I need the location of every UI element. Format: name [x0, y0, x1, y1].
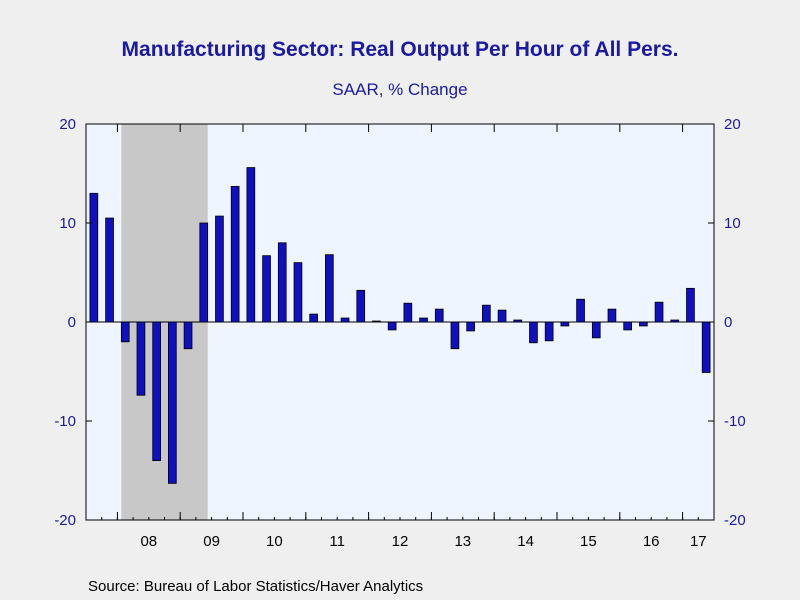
x-tick-label: 10 — [266, 533, 283, 550]
bar-2014Q4 — [544, 321, 554, 342]
bar-2007Q3 — [89, 192, 99, 323]
bar-2009Q4 — [230, 185, 240, 323]
bar-2015Q2 — [576, 298, 585, 323]
bar-2014Q3 — [529, 321, 538, 344]
bar-2009Q3 — [215, 215, 224, 323]
bar-2016Q1 — [623, 321, 632, 331]
x-tick-label: 13 — [454, 533, 471, 550]
bar-2011Q1 — [309, 313, 318, 323]
bar-2011Q2 — [325, 254, 334, 323]
bar-2010Q1 — [246, 167, 256, 323]
chart-subtitle: SAAR, % Change — [332, 80, 468, 99]
chart-title: Manufacturing Sector: Real Output Per Ho… — [121, 38, 679, 61]
y-tick-label-left: -10 — [54, 413, 76, 430]
bar-2009Q1 — [183, 321, 193, 350]
bar-2015Q4 — [607, 308, 617, 323]
y-tick-label-left: 20 — [59, 116, 76, 133]
y-tick-label-left: 0 — [68, 314, 76, 331]
bar-2011Q4 — [356, 289, 366, 323]
x-tick-label: 16 — [643, 533, 660, 550]
x-tick-label: 15 — [580, 533, 597, 550]
y-tick-label-right: 10 — [724, 215, 741, 232]
bar-2016Q2 — [639, 321, 648, 327]
bar-2013Q4 — [482, 304, 491, 323]
bar-2010Q2 — [262, 255, 271, 323]
bar-2012Q1 — [372, 320, 381, 323]
source-note: Source: Bureau of Labor Statistics/Haver… — [88, 578, 424, 595]
bar-2014Q1 — [497, 309, 507, 323]
bar-2016Q3 — [654, 301, 664, 323]
y-tick-label-right: 0 — [724, 314, 732, 331]
y-tick-label-right: -10 — [724, 413, 746, 430]
bar-2016Q4 — [670, 319, 680, 323]
x-tick-label: 12 — [392, 533, 409, 550]
y-tick-label-right: 20 — [724, 116, 741, 133]
bar-2017Q2 — [701, 321, 711, 373]
bar-2012Q3 — [403, 302, 413, 323]
x-tick-label: 11 — [329, 533, 345, 550]
bar-2008Q4 — [168, 321, 177, 484]
bar-2008Q1 — [120, 321, 130, 343]
y-tick-label-left: -20 — [54, 512, 76, 529]
x-tick-label: 08 — [140, 533, 157, 550]
x-tick-label: 17 — [690, 533, 707, 550]
bar-2007Q4 — [105, 217, 114, 323]
bar-2008Q2 — [136, 321, 146, 396]
y-tick-label-left: 10 — [59, 215, 76, 232]
bar-2012Q4 — [419, 317, 428, 323]
bar-2010Q3 — [277, 242, 287, 323]
x-tick-label: 14 — [517, 533, 534, 550]
bar-2010Q4 — [293, 262, 303, 323]
bar-2013Q3 — [466, 321, 475, 332]
bar-2017Q1 — [686, 287, 695, 323]
bar-2015Q1 — [560, 321, 570, 327]
bar-2013Q2 — [450, 321, 460, 350]
bar-2011Q3 — [340, 317, 350, 323]
bar-2008Q3 — [152, 321, 161, 462]
y-tick-label-right: -20 — [724, 512, 746, 529]
bar-2009Q2 — [199, 222, 209, 323]
bar-2013Q1 — [434, 308, 444, 323]
bar-2012Q2 — [387, 321, 397, 331]
x-tick-label: 09 — [203, 533, 220, 550]
bar-2014Q2 — [513, 319, 523, 323]
bar-2015Q3 — [591, 321, 601, 339]
